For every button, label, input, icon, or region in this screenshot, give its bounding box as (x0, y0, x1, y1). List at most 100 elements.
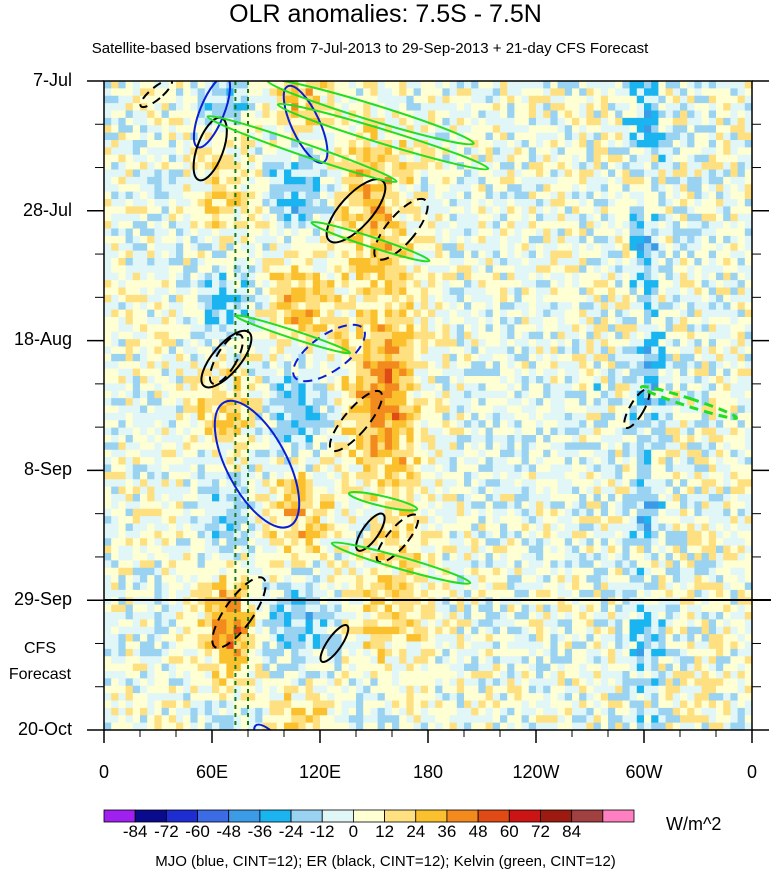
heat-cell (716, 442, 724, 451)
heat-cell (485, 213, 494, 222)
heat-cell (176, 398, 184, 407)
heat-cell (341, 147, 350, 156)
heat-cell (154, 162, 163, 171)
heat-cell (392, 147, 400, 156)
heat-cell (226, 368, 235, 377)
heat-cell (608, 346, 616, 355)
heat-cell (161, 398, 170, 407)
heat-cell (363, 405, 371, 414)
heat-cell (723, 405, 731, 414)
heat-cell (730, 317, 739, 325)
heat-cell (327, 272, 335, 281)
heat-cell (399, 81, 407, 89)
heat-cell (744, 199, 752, 207)
heat-cell (392, 471, 400, 480)
heat-cell (161, 125, 170, 134)
heat-cell (406, 353, 415, 362)
heat-cell (212, 280, 220, 289)
heat-cell (377, 250, 386, 259)
heat-cell (190, 199, 199, 207)
heat-cell (269, 184, 278, 193)
heat-cell (629, 117, 638, 126)
heat-cell (579, 191, 587, 200)
heat-cell (204, 265, 213, 274)
heat-cell (629, 125, 638, 134)
heat-cell (658, 213, 667, 222)
heat-cell (658, 317, 667, 325)
heat-cell (334, 361, 343, 370)
heat-cell (399, 140, 407, 148)
heat-cell (579, 435, 587, 443)
heat-cell (687, 420, 695, 429)
heat-cell (456, 302, 465, 311)
heat-cell (212, 376, 220, 384)
heat-cell (140, 162, 148, 171)
heat-cell (118, 280, 127, 289)
heat-cell (356, 176, 364, 185)
heat-cell (204, 147, 213, 156)
heat-cell (233, 331, 242, 340)
heat-cell (485, 368, 494, 377)
heat-cell (737, 162, 746, 171)
heat-cell (161, 169, 170, 178)
heat-cell (377, 213, 386, 222)
heat-cell (190, 383, 199, 392)
heat-cell (183, 464, 191, 473)
heat-cell (744, 81, 752, 89)
heat-cell (528, 140, 537, 148)
heat-cell (600, 272, 609, 281)
heat-cell (334, 383, 343, 392)
heat-cell (255, 353, 263, 362)
heat-cell (276, 331, 285, 340)
heat-cell (442, 176, 451, 185)
heat-cell (708, 302, 717, 311)
heat-cell (478, 280, 487, 289)
heat-cell (521, 169, 530, 178)
heat-cell (384, 221, 393, 230)
heat-cell (320, 228, 328, 237)
heat-cell (168, 449, 177, 458)
heat-cell (147, 235, 155, 244)
heat-cell (644, 368, 652, 377)
heat-cell (485, 162, 494, 171)
heat-cell (147, 125, 155, 134)
heat-cell (485, 258, 494, 266)
heat-cell (377, 294, 386, 303)
heat-cell (449, 317, 458, 325)
heat-cell (557, 339, 566, 348)
heat-cell (320, 265, 328, 274)
heat-cell (334, 331, 343, 340)
heat-cell (118, 228, 127, 237)
heat-cell (528, 147, 537, 156)
heat-cell (168, 383, 177, 392)
heat-cell (528, 265, 537, 274)
heat-cell (579, 324, 587, 333)
heat-cell (471, 412, 479, 421)
heat-cell (557, 383, 566, 392)
heat-cell (694, 95, 703, 104)
heat-cell (341, 331, 350, 340)
heat-cell (579, 280, 587, 289)
heat-cell (536, 287, 544, 296)
heat-cell (435, 103, 443, 112)
heat-cell (507, 390, 515, 399)
heat-cell (377, 353, 386, 362)
heat-cell (564, 272, 573, 281)
heat-cell (284, 191, 292, 200)
heat-cell (125, 250, 134, 259)
heat-cell (226, 162, 235, 171)
heat-cell (334, 398, 343, 407)
heat-cell (125, 287, 134, 296)
heat-cell (104, 420, 112, 429)
heat-cell (212, 221, 220, 230)
heat-cell (557, 309, 566, 318)
heat-cell (658, 140, 667, 148)
heat-cell (543, 376, 551, 384)
heat-cell (168, 405, 177, 414)
heat-cell (226, 324, 235, 333)
heat-cell (593, 420, 602, 429)
heat-cell (240, 110, 249, 119)
heat-cell (449, 449, 458, 458)
heat-cell (356, 147, 364, 156)
heat-cell (521, 398, 530, 407)
